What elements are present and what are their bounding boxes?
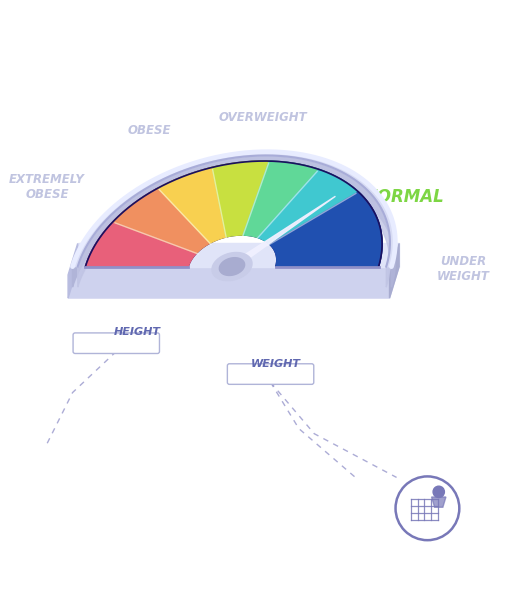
Circle shape xyxy=(433,486,445,497)
Polygon shape xyxy=(219,257,244,275)
Polygon shape xyxy=(270,192,382,266)
Polygon shape xyxy=(73,152,395,266)
Polygon shape xyxy=(243,161,319,238)
Polygon shape xyxy=(68,266,399,298)
Polygon shape xyxy=(225,196,335,272)
Polygon shape xyxy=(113,188,210,253)
Polygon shape xyxy=(258,169,358,244)
Polygon shape xyxy=(85,222,197,266)
Text: HEIGHT: HEIGHT xyxy=(113,327,160,337)
Text: WEIGHT: WEIGHT xyxy=(251,359,301,369)
Text: NORMAL: NORMAL xyxy=(364,188,445,206)
FancyBboxPatch shape xyxy=(73,333,160,353)
Polygon shape xyxy=(77,244,399,266)
Text: OVERWEIGHT: OVERWEIGHT xyxy=(218,111,307,124)
Polygon shape xyxy=(85,161,382,266)
Polygon shape xyxy=(212,253,252,281)
Text: OBESE: OBESE xyxy=(128,124,172,137)
Text: EXTREMELY
OBESE: EXTREMELY OBESE xyxy=(9,173,85,201)
Polygon shape xyxy=(432,497,446,507)
Text: UNDER
WEIGHT: UNDER WEIGHT xyxy=(437,255,490,283)
Polygon shape xyxy=(158,167,226,243)
Polygon shape xyxy=(68,244,77,298)
FancyBboxPatch shape xyxy=(227,364,314,385)
Polygon shape xyxy=(77,155,390,287)
Polygon shape xyxy=(389,244,399,298)
Polygon shape xyxy=(73,152,395,287)
Polygon shape xyxy=(212,161,269,237)
